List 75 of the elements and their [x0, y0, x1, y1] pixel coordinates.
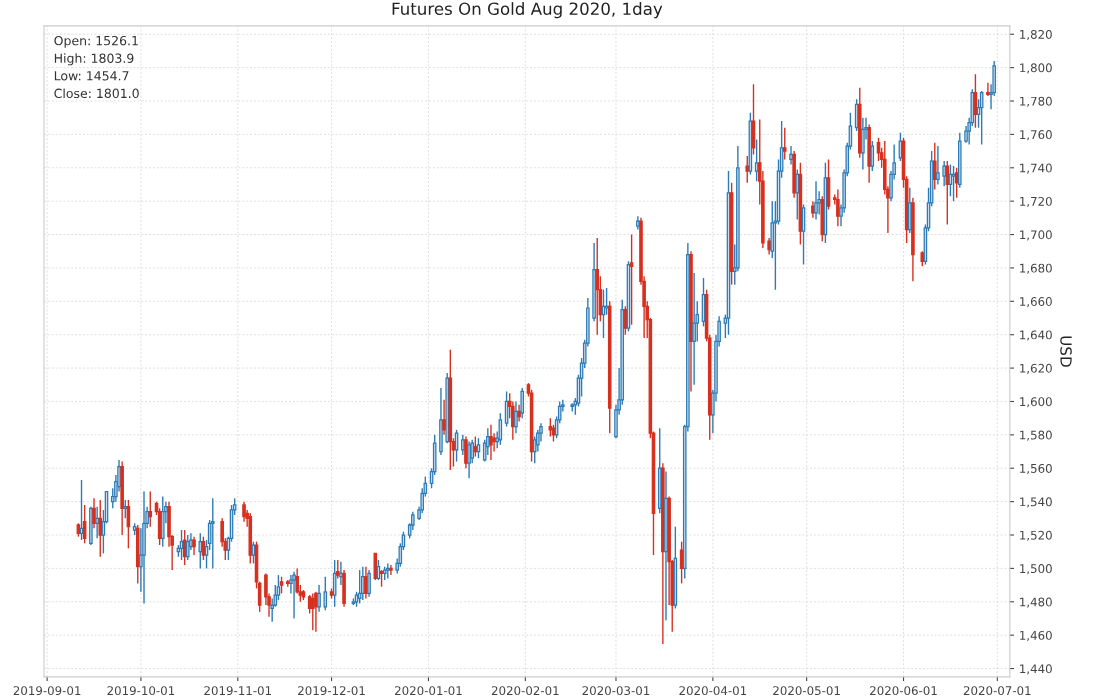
candlestick — [198, 532, 203, 570]
candlestick — [951, 165, 956, 202]
y-tick-label: 1,520 — [1020, 530, 1052, 541]
y-tick-label: 1,700 — [1020, 230, 1052, 241]
candlestick — [604, 287, 609, 316]
candlestick — [210, 497, 215, 570]
y-tick-label: 1,640 — [1020, 330, 1052, 341]
candlestick — [323, 576, 328, 611]
x-tick-label: 2020-05-01 — [773, 686, 840, 696]
candlestick — [461, 434, 465, 456]
annotation: Low: 1454.7 — [54, 71, 129, 81]
x-tick-label: 2020-04-01 — [679, 686, 747, 696]
candlestick — [336, 559, 340, 580]
candlestick — [795, 168, 800, 221]
x-tick-label: 2019-09-01 — [13, 686, 81, 696]
candlestick — [251, 540, 256, 565]
candlestick — [317, 584, 321, 613]
x-tick-label: 2020-03-01 — [582, 686, 650, 696]
annotation: High: 1803.9 — [54, 53, 134, 66]
y-tick-label: 1,460 — [1020, 630, 1052, 642]
candlestick — [548, 417, 553, 438]
y-tick-label: 1,660 — [1020, 297, 1052, 308]
candlestick — [745, 155, 750, 184]
candlestick — [98, 499, 103, 558]
x-tick-label: 2020-01-01 — [395, 686, 462, 696]
y-tick-label: 1,740 — [1020, 163, 1052, 174]
y-tick-label: 1,500 — [1020, 564, 1052, 575]
y-tick-label: 1,620 — [1020, 363, 1052, 374]
candlestick — [782, 127, 787, 161]
candlestick — [754, 138, 759, 182]
y-tick-label: 1,800 — [1020, 63, 1052, 74]
candlestick — [942, 160, 946, 187]
candlestick — [692, 272, 696, 386]
x-tick-label: 2019-11-01 — [204, 686, 271, 696]
candlestick — [986, 81, 990, 97]
y-tick-label: 1,680 — [1020, 263, 1052, 274]
x-tick-label: 2019-12-01 — [298, 686, 365, 696]
x-tick-label: 2020-02-01 — [491, 686, 559, 696]
candlestick — [92, 497, 96, 530]
candlestick — [870, 140, 875, 172]
candlestick — [861, 117, 865, 171]
y-axis-title: USD — [1060, 336, 1072, 367]
candlestick — [467, 440, 471, 479]
candlestick — [489, 424, 493, 461]
candlestick — [192, 535, 196, 556]
y-tick-label: 1,440 — [1020, 664, 1052, 675]
y-tick-label: 1,540 — [1020, 497, 1052, 508]
y-tick-label: 1,760 — [1020, 130, 1052, 141]
candlestick — [389, 564, 393, 576]
x-tick-label: 2020-06-01 — [870, 686, 937, 696]
y-tick-label: 1,820 — [1020, 29, 1052, 41]
candlestick — [292, 571, 296, 620]
candlestick — [629, 233, 634, 326]
x-tick-label: 2020-07-01 — [963, 686, 1031, 696]
y-tick-label: 1,720 — [1020, 196, 1052, 208]
candlestick — [148, 490, 153, 528]
candlestick — [311, 592, 315, 631]
y-tick-label: 1,580 — [1020, 430, 1052, 441]
y-tick-label: 1,560 — [1020, 463, 1052, 475]
chart-title: Futures On Gold Aug 2020, 1day — [392, 2, 663, 19]
candlestick — [517, 404, 521, 423]
candlestick — [945, 160, 950, 226]
candlestick — [442, 399, 446, 436]
annotation: Close: 1801.0 — [54, 88, 139, 99]
candlestick — [367, 569, 371, 598]
annotation: Open: 1526.1 — [54, 35, 138, 48]
y-tick-label: 1,480 — [1020, 597, 1052, 608]
candlestick — [123, 499, 128, 520]
candlestick — [936, 145, 940, 186]
candlestick — [242, 500, 246, 523]
candlestick — [520, 387, 525, 419]
x-tick-label: 2019-10-01 — [107, 686, 175, 696]
y-tick-label: 1,600 — [1020, 397, 1052, 408]
y-tick-label: 1,780 — [1020, 96, 1052, 107]
candlestick — [357, 569, 362, 605]
